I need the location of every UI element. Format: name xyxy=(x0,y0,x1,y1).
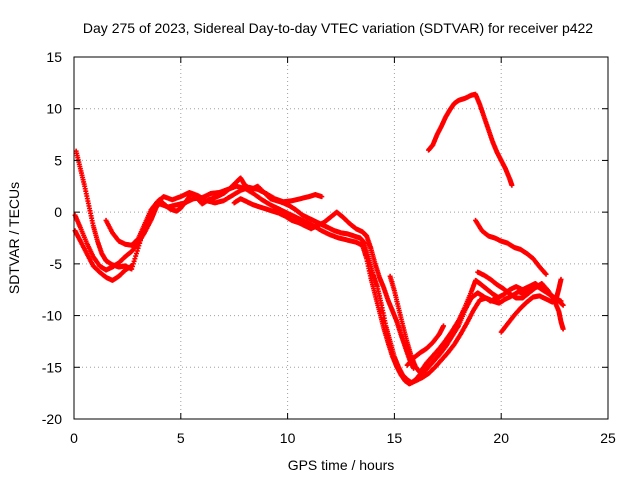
series-track-g xyxy=(404,323,447,368)
tick-layer: 0 5 10 15 20 25 -20 -15 -10 -5 0 5 10 15 xyxy=(42,49,616,446)
data-point xyxy=(496,295,502,301)
data-point xyxy=(129,266,135,272)
y-tick-label: 15 xyxy=(46,49,62,65)
series-track-e xyxy=(231,196,417,371)
data-point xyxy=(509,182,515,188)
x-tick-label: 5 xyxy=(177,430,185,446)
series-track-c xyxy=(73,148,566,387)
grid-layer xyxy=(74,57,608,419)
y-tick-label: 0 xyxy=(54,204,62,220)
y-tick-label: -15 xyxy=(42,359,62,375)
data-point xyxy=(137,240,143,246)
chart-title: Day 275 of 2023, Sidereal Day-to-day VTE… xyxy=(83,20,593,36)
y-axis-label: SDTVAR / TECUs xyxy=(6,182,22,294)
data-point xyxy=(133,251,139,257)
data-point xyxy=(319,194,325,200)
x-tick-label: 15 xyxy=(387,430,403,446)
x-tick-label: 25 xyxy=(600,430,616,446)
y-tick-label: -20 xyxy=(42,411,62,427)
data-point xyxy=(543,271,549,277)
data-point xyxy=(132,256,138,262)
y-tick-label: -5 xyxy=(50,256,63,272)
data-layer xyxy=(72,91,566,387)
series-track-d xyxy=(103,184,325,248)
plot-frame xyxy=(73,56,609,420)
x-tick-label: 0 xyxy=(70,430,78,446)
y-tick-label: 10 xyxy=(46,101,62,117)
series-track-k xyxy=(426,91,515,188)
data-point xyxy=(133,253,139,259)
series-track-j xyxy=(473,217,549,277)
series-track-i xyxy=(498,276,564,335)
data-point xyxy=(129,263,135,269)
data-point xyxy=(136,243,142,249)
y-tick-label: -10 xyxy=(42,308,62,324)
data-point xyxy=(560,302,566,308)
data-point xyxy=(135,245,141,251)
data-point xyxy=(134,248,140,254)
x-axis-label: GPS time / hours xyxy=(288,457,395,473)
data-point xyxy=(560,326,566,332)
data-point xyxy=(441,323,447,329)
data-point xyxy=(130,261,136,267)
x-tick-label: 10 xyxy=(280,430,296,446)
data-point xyxy=(131,258,137,264)
data-point xyxy=(558,276,564,282)
x-tick-label: 20 xyxy=(493,430,509,446)
y-tick-label: 5 xyxy=(54,152,62,168)
